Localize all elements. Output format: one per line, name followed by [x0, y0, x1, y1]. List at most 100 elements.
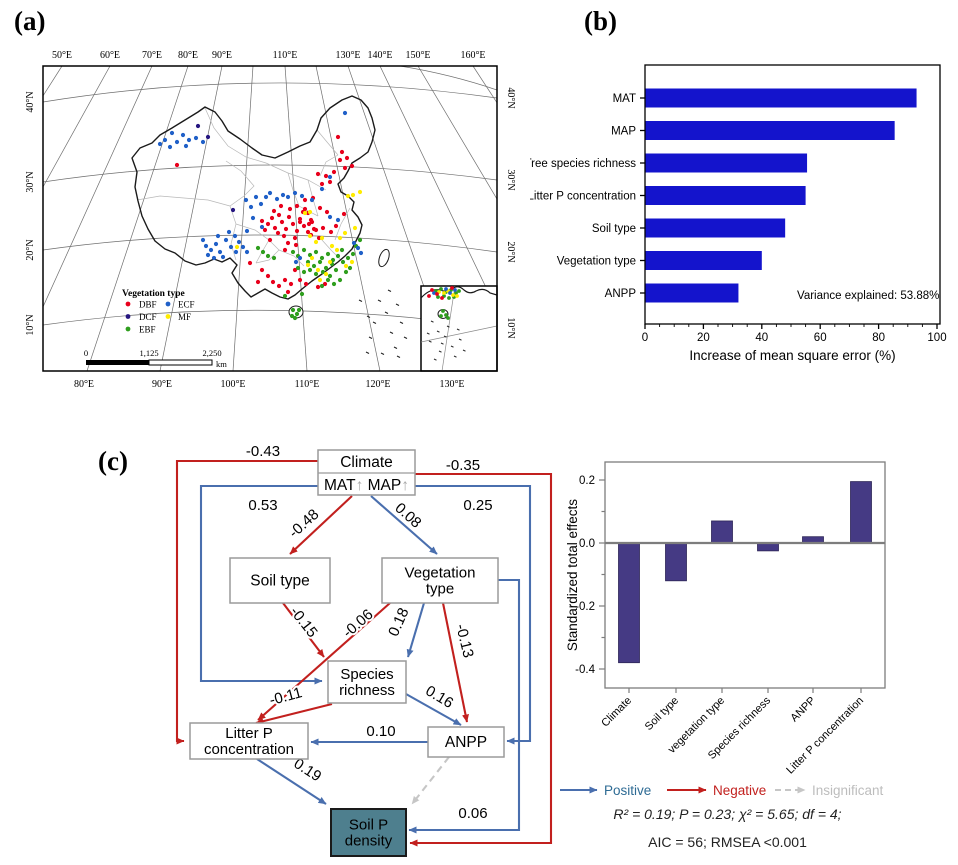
island-dash: [366, 315, 371, 318]
path-coefficient: 0.53: [248, 497, 277, 514]
site-dot: [309, 255, 315, 261]
sem-node-label: Vegetation: [405, 565, 476, 582]
site-dot: [337, 157, 343, 163]
inset-site-dot: [439, 314, 443, 318]
site-dot: [327, 174, 333, 180]
site-dot: [183, 143, 189, 149]
rf-category-label: Vegetation type: [557, 256, 636, 268]
site-dot: [302, 210, 308, 216]
sem-node-label: ANPP: [445, 734, 487, 751]
site-dot: [302, 197, 308, 203]
rf-bar: [645, 186, 806, 205]
inset-island-dash: [462, 349, 466, 352]
lon-label-top: 80°E: [178, 50, 198, 61]
inset-island-dash: [428, 340, 432, 343]
rf-category-label: Tree species richness: [530, 158, 636, 170]
lon-label-bottom: 120°E: [365, 379, 390, 390]
lat-label-left: 10°N: [25, 314, 36, 335]
ebf-dot-icon: [125, 326, 131, 332]
site-dot: [330, 257, 336, 263]
lon-label-bottom: 130°E: [439, 379, 464, 390]
rf-bars: [645, 88, 917, 303]
site-dot: [355, 245, 361, 251]
island-dash: [399, 321, 404, 324]
province-line: [316, 129, 339, 156]
site-dot: [327, 179, 333, 185]
x-tick-label: 60: [814, 332, 827, 344]
map-legend-title: Vegetation type: [122, 289, 185, 299]
site-dot: [315, 284, 321, 290]
meridian-line: [159, 66, 223, 371]
effects-category-label: Soil type: [643, 695, 681, 733]
site-dot: [342, 230, 348, 236]
scalebar-label: 2,250: [202, 348, 221, 358]
rf-plot-frame: [644, 64, 941, 325]
sem-node-label: density: [345, 833, 393, 850]
site-dot: [267, 190, 273, 196]
site-dot: [311, 263, 317, 269]
site-dot: [313, 239, 319, 245]
site-dot: [276, 283, 282, 289]
inset-island-dash: [438, 350, 442, 353]
sem-path-0.19: [256, 758, 327, 805]
province-line: [278, 249, 305, 267]
sem-path--0.48: [289, 495, 353, 555]
map-dots-EBF: [255, 237, 363, 321]
sem-path-0.16: [405, 693, 462, 726]
inset-site-dot: [444, 313, 448, 317]
site-dot: [293, 259, 299, 265]
site-dot: [351, 240, 357, 246]
site-dot: [347, 265, 353, 271]
province-line: [287, 172, 300, 207]
legend-positive-label: Positive: [604, 783, 651, 798]
x-tick-label: 100: [927, 332, 946, 344]
lon-label-bottom: 90°E: [152, 379, 172, 390]
rf-category-label: Litter P concentration: [530, 191, 636, 203]
site-dot: [329, 243, 335, 249]
inset-island-dash: [446, 325, 450, 328]
sem-node-label: Soil P: [349, 817, 388, 834]
meridian-line: [232, 66, 254, 371]
legend-item-label: ECF: [178, 300, 195, 310]
site-dot: [174, 162, 180, 168]
taiwan-island: [378, 248, 390, 268]
island-dash: [368, 336, 373, 339]
lon-label-top: 70°E: [142, 50, 162, 61]
site-dot: [167, 144, 173, 150]
site-dot: [335, 253, 341, 259]
path-coefficient: 0.10: [366, 723, 395, 740]
inset-site-dot: [435, 292, 439, 296]
site-dot: [349, 259, 355, 265]
site-dot: [305, 259, 311, 265]
site-dot: [299, 291, 305, 297]
site-dot: [270, 279, 276, 285]
legend-insignificant-label: Insignificant: [812, 783, 884, 798]
path-coefficient: 0.18: [385, 605, 412, 639]
site-dot: [285, 240, 291, 246]
ecf-dot-icon: [165, 301, 171, 307]
island-dash: [358, 299, 363, 302]
inset-island-dash: [426, 332, 430, 335]
site-dot: [260, 249, 266, 255]
site-dot: [309, 197, 315, 203]
inset-island-dash: [456, 328, 460, 331]
map-axis-labels: 50°E 60°E 70°E 80°E 90°E 110°E 130°E 140°E 150°E…: [25, 50, 516, 390]
site-dot: [317, 205, 323, 211]
site-dot: [263, 194, 269, 200]
rf-axis: [640, 64, 941, 329]
rf-bar: [645, 88, 917, 108]
site-dot: [320, 269, 326, 275]
site-dot: [307, 209, 313, 215]
island-dash: [380, 352, 385, 355]
site-dot: [223, 237, 229, 243]
sem-path--0.13: [441, 602, 469, 723]
site-dot: [203, 243, 209, 249]
lon-label-bottom: 110°E: [295, 379, 320, 390]
effects-category-label: Climate: [599, 695, 634, 730]
site-dot: [323, 265, 329, 271]
site-dot: [265, 253, 271, 259]
meridian-line: [379, 66, 497, 312]
site-dot: [297, 216, 303, 222]
